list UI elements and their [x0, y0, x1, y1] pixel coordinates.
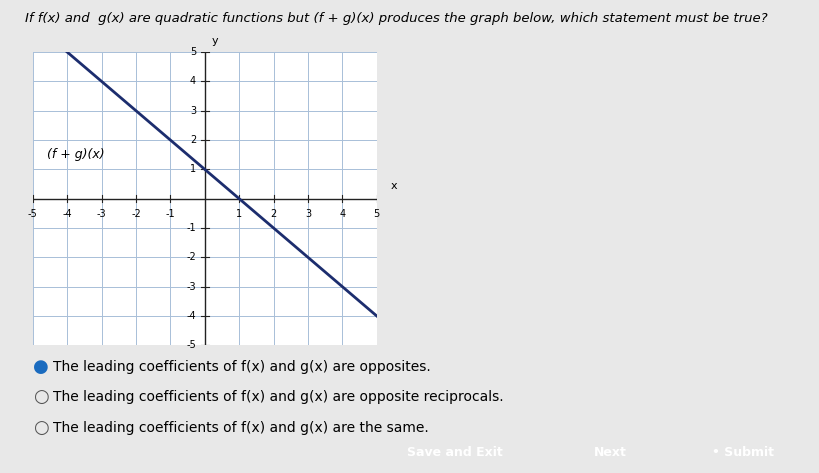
Text: 5: 5 [190, 47, 196, 57]
Text: Save and Exit: Save and Exit [407, 447, 502, 459]
Text: • Submit: • Submit [713, 447, 774, 459]
Text: ●: ● [33, 358, 48, 376]
Text: Next: Next [594, 447, 627, 459]
Text: -2: -2 [131, 209, 141, 219]
Text: 4: 4 [339, 209, 346, 219]
Text: 1: 1 [236, 209, 242, 219]
Text: The leading coefficients of f(x) and g(x) are opposite reciprocals.: The leading coefficients of f(x) and g(x… [53, 390, 504, 404]
Text: -4: -4 [62, 209, 72, 219]
Text: ○: ○ [33, 388, 48, 406]
Text: -3: -3 [187, 281, 196, 292]
Text: The leading coefficients of f(x) and g(x) are opposites.: The leading coefficients of f(x) and g(x… [53, 359, 431, 374]
Text: 2: 2 [190, 135, 196, 145]
Text: 2: 2 [270, 209, 277, 219]
Text: 1: 1 [190, 164, 196, 175]
Text: -2: -2 [187, 252, 196, 263]
Text: 5: 5 [373, 209, 380, 219]
Text: -1: -1 [165, 209, 175, 219]
Text: 3: 3 [305, 209, 311, 219]
Text: ○: ○ [33, 419, 48, 437]
Text: If f(x) and  g(x) are quadratic functions but (f + g)(x) produces the graph belo: If f(x) and g(x) are quadratic functions… [25, 12, 767, 25]
Text: -5: -5 [187, 340, 196, 350]
Text: x: x [391, 181, 397, 191]
Text: -4: -4 [187, 311, 196, 321]
Text: y: y [211, 36, 218, 46]
Text: -5: -5 [28, 209, 38, 219]
Text: -1: -1 [187, 223, 196, 233]
Text: 4: 4 [190, 76, 196, 87]
Text: -3: -3 [97, 209, 106, 219]
Text: The leading coefficients of f(x) and g(x) are the same.: The leading coefficients of f(x) and g(x… [53, 421, 429, 435]
Text: 3: 3 [190, 105, 196, 116]
Text: (f + g)(x): (f + g)(x) [47, 148, 104, 161]
